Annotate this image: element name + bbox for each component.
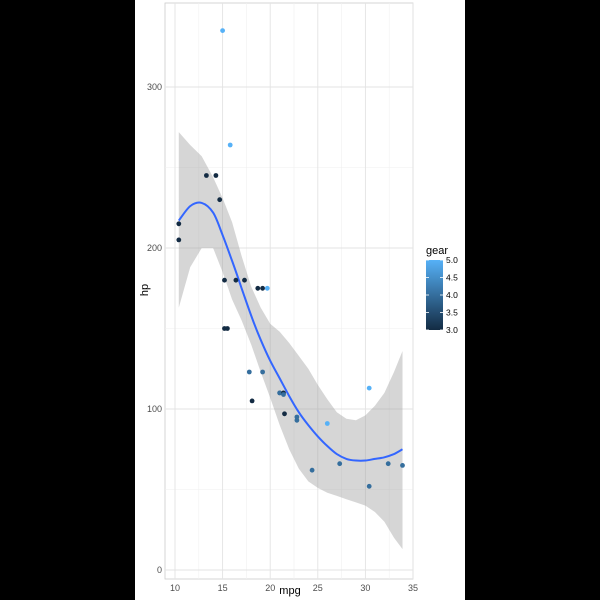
- legend-tick-label: 5.0: [446, 255, 458, 265]
- confidence-band: [178, 132, 403, 550]
- data-point: [337, 461, 343, 467]
- data-point: [277, 390, 283, 396]
- point-layer: [176, 28, 405, 489]
- y-tick-label: 100: [147, 404, 162, 414]
- data-point: [260, 369, 265, 375]
- data-point: [246, 369, 252, 375]
- data-point: [217, 197, 223, 203]
- data-point: [249, 398, 255, 404]
- x-tick-label: 35: [408, 583, 418, 593]
- y-tick-label: 200: [147, 243, 162, 253]
- data-point: [222, 277, 227, 283]
- y-tick-label: 0: [157, 565, 162, 575]
- data-point: [309, 467, 315, 473]
- x-axis-label: mpg: [279, 585, 300, 597]
- data-point: [400, 463, 405, 468]
- data-point: [176, 221, 182, 227]
- x-tick-label: 30: [360, 583, 370, 593]
- legend-ticks: 3.0 3.5 4.0 4.5 5.0: [426, 255, 458, 335]
- legend-colorbar: [426, 260, 443, 330]
- axis-layer: 10 15 20 25 30 35 0 100 200 300: [147, 82, 418, 593]
- data-point: [294, 417, 300, 423]
- smooth-line: [178, 201, 404, 462]
- data-point: [366, 385, 372, 391]
- data-point: [176, 237, 182, 243]
- y-tick-label: 300: [147, 82, 162, 92]
- data-point: [204, 173, 209, 178]
- data-point: [222, 326, 227, 331]
- legend-tick-label: 3.5: [446, 308, 458, 318]
- x-tick-label: 25: [313, 583, 323, 593]
- grid: [164, 2, 414, 580]
- data-point: [227, 142, 233, 148]
- data-point: [366, 483, 372, 489]
- x-tick-label: 15: [218, 583, 228, 593]
- data-point: [385, 461, 391, 467]
- data-point: [260, 285, 265, 291]
- legend-tick-label: 4.0: [446, 290, 458, 300]
- x-tick-label: 20: [265, 583, 275, 593]
- legend-tick-label: 4.5: [446, 273, 458, 283]
- data-point: [255, 285, 261, 291]
- confidence-band-layer: [178, 132, 403, 550]
- data-point: [264, 285, 270, 291]
- chart-panel: [135, 0, 465, 600]
- legend: gear 3.0 3.5 4.0 4.5 5.0: [426, 245, 458, 335]
- data-point: [213, 173, 219, 178]
- data-point: [281, 392, 286, 397]
- data-point: [233, 277, 239, 283]
- legend-tick-label: 3.0: [446, 325, 458, 335]
- data-point: [220, 28, 226, 33]
- data-point: [282, 411, 287, 417]
- data-point: [242, 277, 247, 283]
- x-tick-label: 10: [170, 583, 180, 593]
- data-point: [294, 414, 300, 420]
- y-axis-label: hp: [139, 284, 151, 296]
- smooth-line-layer: [178, 201, 404, 462]
- legend-title: gear: [426, 245, 448, 257]
- data-point: [324, 421, 330, 426]
